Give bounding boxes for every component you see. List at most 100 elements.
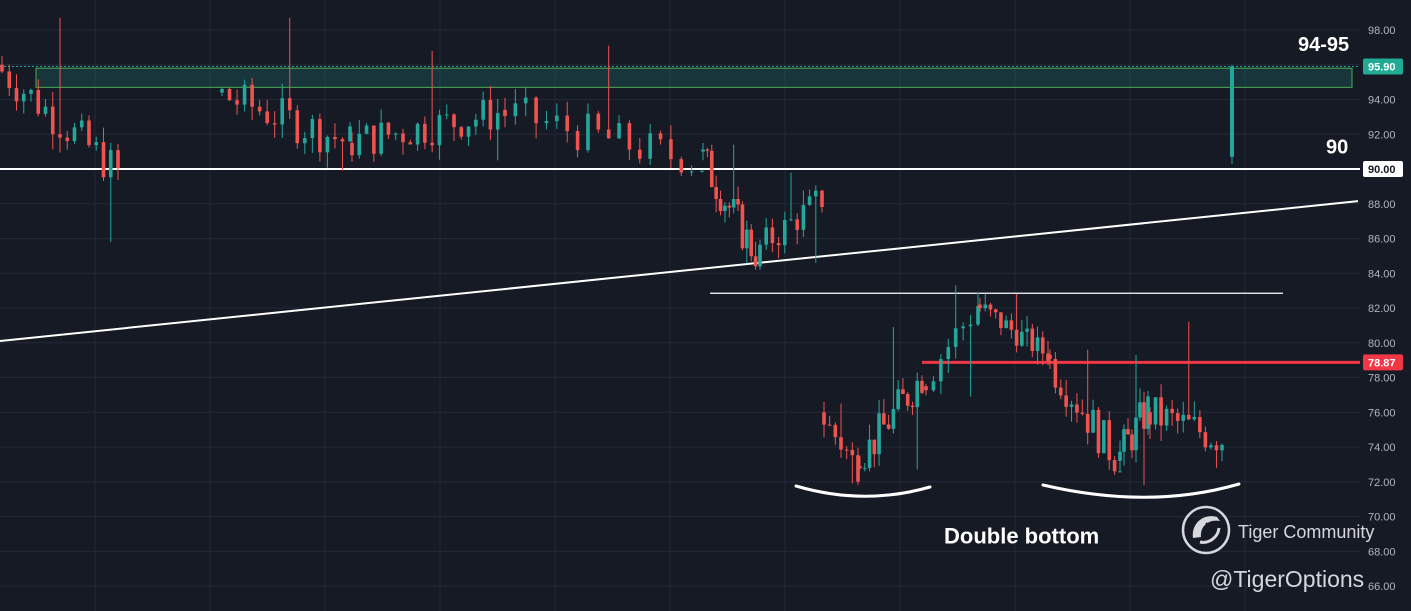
price-tag-label: 90.00 xyxy=(1368,164,1396,176)
candle-body xyxy=(961,326,965,329)
candle-body xyxy=(983,304,988,309)
candle-body xyxy=(1075,404,1079,413)
candle-body xyxy=(364,125,369,134)
candle-body xyxy=(495,113,500,130)
candle-body xyxy=(14,88,19,102)
candle-body xyxy=(827,424,832,426)
candle-body xyxy=(386,122,391,135)
candle-body xyxy=(586,113,590,151)
candle-body xyxy=(310,119,315,139)
candle-body xyxy=(250,84,254,107)
candle-body xyxy=(749,229,754,257)
tiger-logo-icon xyxy=(1181,505,1231,555)
candle-body xyxy=(896,389,900,410)
candle-body xyxy=(689,171,694,173)
trendline xyxy=(0,200,1359,343)
candle-body xyxy=(920,380,924,393)
candle-body xyxy=(976,306,980,325)
candle-body xyxy=(1064,395,1068,407)
candle-body xyxy=(430,142,434,146)
candle-body xyxy=(227,88,232,101)
candle-body xyxy=(1148,412,1152,425)
candle-body xyxy=(648,133,652,159)
candle-body xyxy=(1004,320,1008,329)
candle-body xyxy=(325,136,330,153)
candle-body xyxy=(770,227,775,244)
candle-body xyxy=(736,199,740,205)
candle-body xyxy=(116,150,120,169)
grid-lines xyxy=(0,0,1360,611)
price-tag-bg xyxy=(1363,161,1403,177)
candle-body xyxy=(931,381,936,391)
candle-body xyxy=(807,196,812,205)
candle-body xyxy=(701,149,705,152)
candle-body xyxy=(891,409,896,429)
candle-body xyxy=(513,103,518,117)
candle-body xyxy=(1192,417,1197,420)
candle-body xyxy=(452,114,456,128)
axis-tick-label: 68.00 xyxy=(1368,546,1396,558)
axis-tick-label: 72.00 xyxy=(1368,477,1396,489)
candle-body xyxy=(1175,413,1180,421)
candle-body xyxy=(466,126,471,137)
candle-body xyxy=(709,150,714,187)
candle-body xyxy=(379,122,383,154)
candle-body xyxy=(87,120,91,146)
axis-tick-label: 70.00 xyxy=(1368,512,1396,524)
candle-body xyxy=(844,449,849,451)
candle-body xyxy=(886,424,891,429)
axis-tick-label: 94.00 xyxy=(1368,95,1396,107)
candle-body xyxy=(257,106,262,112)
candle-body xyxy=(700,170,704,172)
candle-body xyxy=(856,455,860,482)
candle-body xyxy=(65,137,70,142)
price-tag-bg xyxy=(1363,354,1403,371)
candle-body xyxy=(753,256,758,267)
candle-body xyxy=(408,142,413,145)
candle-body xyxy=(718,198,723,211)
candle-body xyxy=(58,134,62,138)
candle-body xyxy=(978,304,982,309)
candle-body xyxy=(1138,402,1142,418)
candle-body xyxy=(1159,397,1163,426)
candle-body xyxy=(1181,414,1186,421)
candle-body xyxy=(924,386,928,391)
support-zone-layer xyxy=(0,65,1360,88)
candle-body xyxy=(1142,402,1146,429)
candle-body xyxy=(459,127,464,137)
candle-body xyxy=(295,110,300,144)
candle-body xyxy=(94,142,99,146)
candle-body xyxy=(822,412,826,425)
price-tag-label: 78.87 xyxy=(1368,357,1396,369)
candle-body xyxy=(858,466,862,468)
candle-body xyxy=(714,186,718,199)
candle-body xyxy=(1020,331,1024,346)
candle-body xyxy=(669,139,673,160)
candle-body xyxy=(758,244,762,253)
candle-body xyxy=(1040,337,1045,354)
support-zone-rect xyxy=(35,67,1353,88)
candle-body xyxy=(1203,432,1208,448)
candle-body xyxy=(333,136,337,140)
candle-body xyxy=(1096,409,1101,454)
candle-body xyxy=(617,123,621,139)
last-candle-body xyxy=(1230,66,1234,157)
candle-body xyxy=(901,389,905,395)
axis-tick-label: 86.00 xyxy=(1368,234,1396,246)
candle-body xyxy=(993,309,998,313)
candle-body xyxy=(872,439,877,455)
candle-body xyxy=(833,424,838,438)
candle-body xyxy=(1186,414,1191,420)
price-axis[interactable]: 98.0096.0094.0092.0090.0088.0086.0084.00… xyxy=(1368,25,1396,593)
candle-body xyxy=(820,190,824,207)
candle-body xyxy=(242,84,247,105)
candle-body xyxy=(21,93,26,102)
candle-body xyxy=(882,413,886,425)
candle-body xyxy=(731,199,736,208)
candle-body xyxy=(555,115,559,122)
candle-body xyxy=(1134,417,1138,451)
candle-body xyxy=(265,111,269,124)
candle-body xyxy=(1126,429,1130,435)
